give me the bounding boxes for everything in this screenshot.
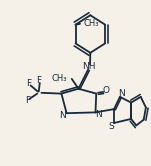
Text: F: F <box>25 96 30 105</box>
Text: O: O <box>102 86 109 95</box>
Text: CH₃: CH₃ <box>84 19 99 28</box>
Text: CH₃: CH₃ <box>52 74 67 83</box>
Text: F: F <box>37 76 42 85</box>
Text: S: S <box>109 122 114 131</box>
Text: N: N <box>118 89 125 98</box>
Text: F: F <box>26 79 31 88</box>
Text: NH: NH <box>82 62 96 71</box>
Text: N: N <box>59 111 66 120</box>
Text: N: N <box>95 110 102 119</box>
